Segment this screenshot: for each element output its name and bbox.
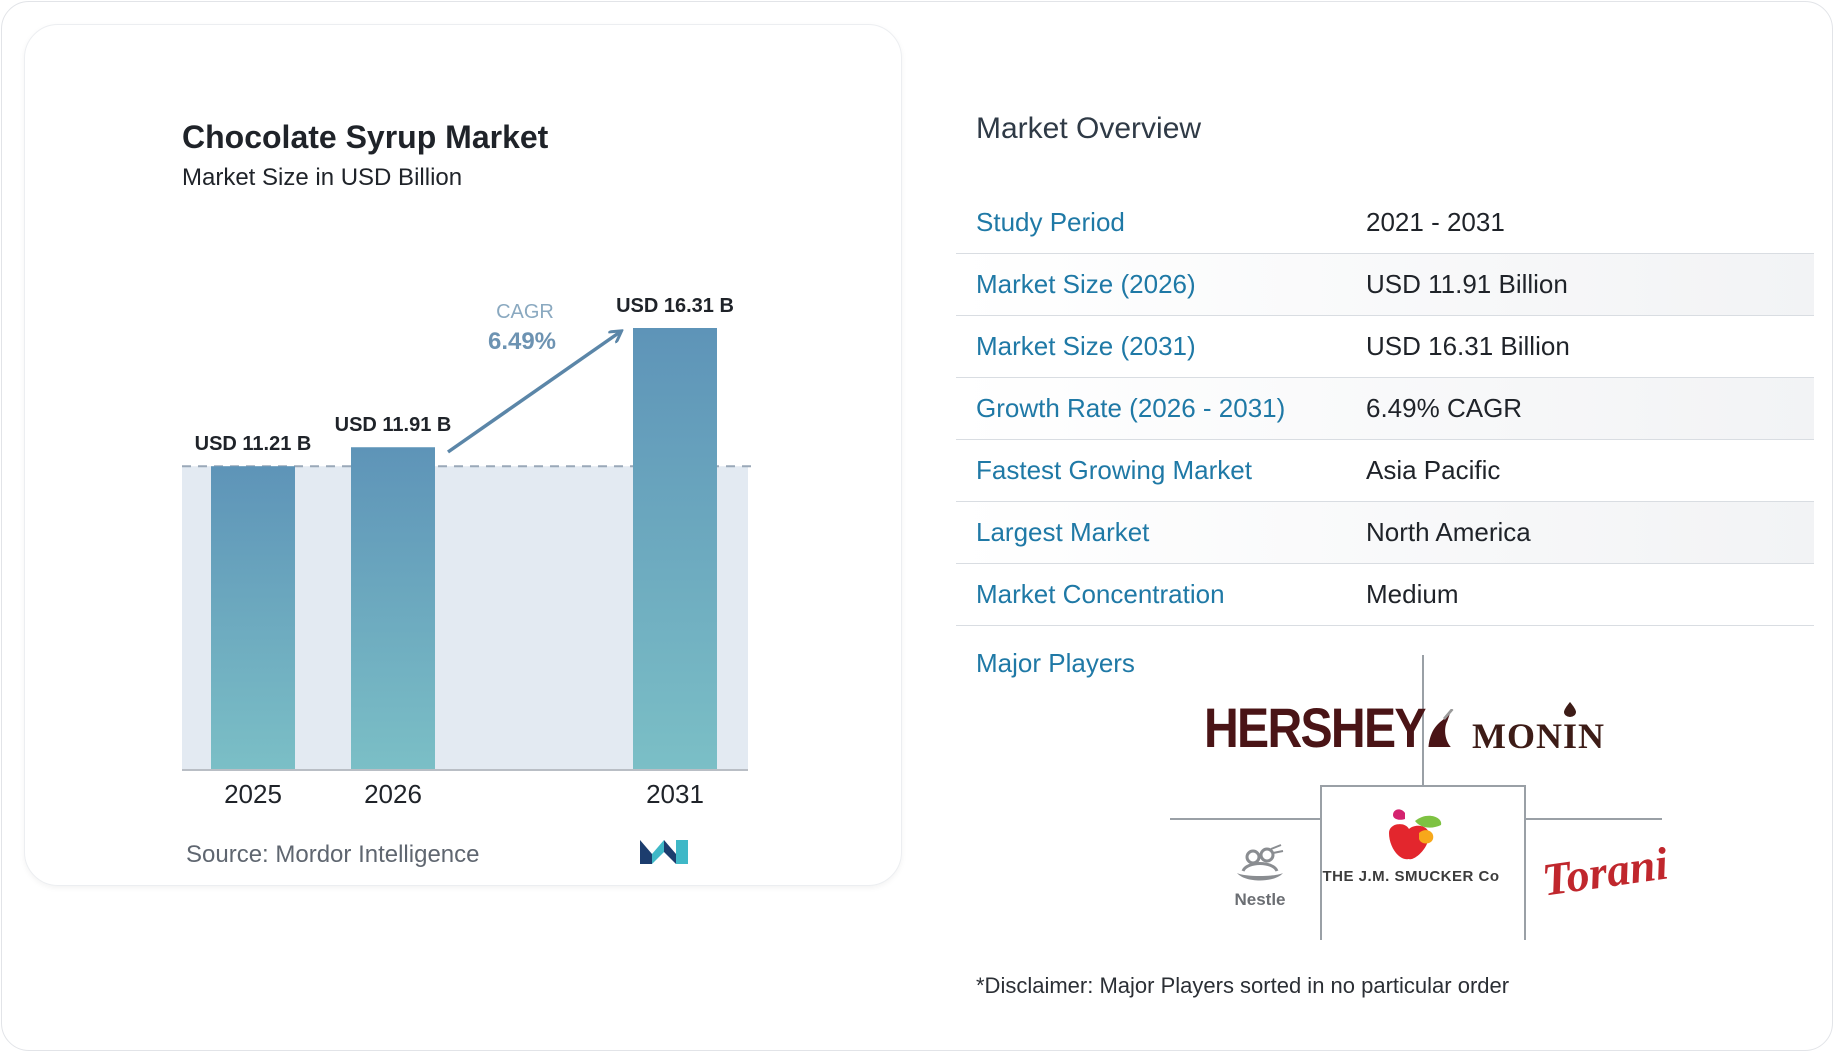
x-tick-label: 2025 [224,779,282,809]
torani-wordmark: Torani [1539,837,1672,906]
cagr-arrow [446,332,620,454]
bar-value-label: USD 11.21 B [195,433,312,455]
bar-2025 [211,466,295,770]
row-label: Study Period [976,207,1125,237]
nestle-wordmark: Nestle [1234,890,1286,909]
hershey-wordmark: HERSHEY [1204,696,1427,759]
torani-logo: Torani [1539,836,1671,906]
bar-value-label: USD 11.91 B [335,414,452,436]
divider [1422,655,1424,785]
major-players-title: Major Players [976,648,1135,678]
row-label: Fastest Growing Market [976,455,1252,485]
divider [1320,785,1322,940]
overview-row-growth-rate: Growth Rate (2026 - 2031) 6.49% CAGR [956,378,1814,440]
divider [1524,818,1662,820]
overview-title: Market Overview [976,112,1202,145]
divider [1524,785,1526,940]
overview-row-market-size-2026: Market Size (2026) USD 11.91 Billion [956,254,1814,316]
monin-logo: MONIN [1472,715,1605,757]
overview-row-study-period: Study Period 2021 - 2031 [956,192,1814,254]
monin-drop-icon [1564,702,1576,717]
smucker-wordmark: THE J.M. SMUCKER Co [1322,868,1500,885]
source-note: Source: Mordor Intelligence [186,841,480,868]
bar-chart: USD 11.21 B 2025 USD 11.91 B 2026 USD 16.31 … [182,295,752,809]
fruit-icon [1389,809,1442,860]
row-value: Medium [1366,579,1459,609]
row-value: 6.49% CAGR [1366,393,1523,423]
row-value: North America [1366,517,1531,547]
kiss-icon [1428,707,1454,747]
overview-row-concentration: Market Concentration Medium [956,564,1814,626]
chart-title: Chocolate Syrup Market [182,119,549,155]
x-tick-label: 2031 [646,779,704,809]
x-tick-label: 2026 [364,779,422,809]
bar-value-label: USD 16.31 B [616,295,734,317]
nest-icon [1237,844,1284,881]
cagr-label: CAGR [496,301,554,323]
bar-2026 [351,447,435,770]
smucker-logo: THE J.M. SMUCKER Co [1316,807,1506,885]
row-label: Market Size (2026) [976,269,1196,299]
row-value: 2021 - 2031 [1366,207,1505,237]
divider [1170,818,1320,820]
row-value: USD 11.91 Billion [1366,269,1568,299]
overview-row-fastest-growing: Fastest Growing Market Asia Pacific [956,440,1814,502]
mordor-intelligence-logo [640,840,688,864]
bar-2031 [633,328,717,770]
row-label: Growth Rate (2026 - 2031) [976,393,1286,423]
row-label: Largest Market [976,517,1150,547]
monin-wordmark: MONIN [1472,716,1605,756]
row-label: Market Concentration [976,579,1225,609]
nestle-logo: Nestle [1220,843,1300,910]
row-value: Asia Pacific [1366,455,1501,485]
chart-subtitle: Market Size in USD Billion [182,164,463,191]
divider [1320,785,1526,787]
hershey-logo: HERSHEY [1204,695,1454,760]
overview-row-market-size-2031: Market Size (2031) USD 16.31 Billion [956,316,1814,378]
row-value: USD 16.31 Billion [1366,331,1570,361]
overview-row-largest-market: Largest Market North America [956,502,1814,564]
major-players-logos: HERSHEY MONIN Nestle THE J.M. SMUCKER Co… [1170,655,1671,940]
row-label: Market Size (2031) [976,331,1196,361]
cagr-value: 6.49% [488,328,556,355]
overview-table: Study Period 2021 - 2031 Market Size (20… [956,192,1814,626]
disclaimer: *Disclaimer: Major Players sorted in no … [976,973,1510,998]
